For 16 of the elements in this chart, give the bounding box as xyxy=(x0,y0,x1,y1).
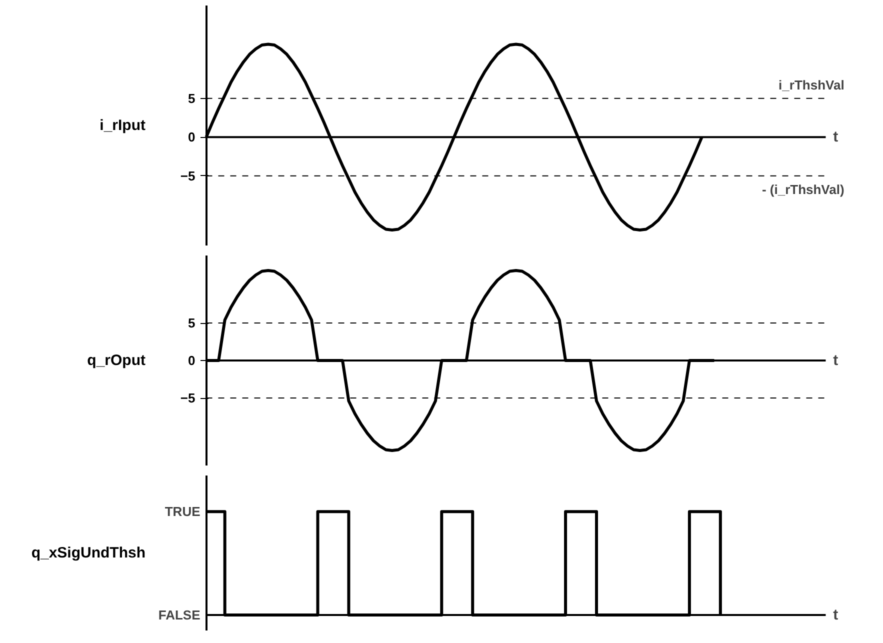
annotation: - (i_rThshVal) xyxy=(762,182,844,197)
y-axis-title: i_rIput xyxy=(100,117,146,134)
y-tick-label: 0 xyxy=(188,130,196,145)
y-tick-label: −5 xyxy=(180,168,196,184)
text: FALSE xyxy=(158,608,201,622)
annotation: i_rThshVal xyxy=(778,77,844,92)
y-tick-label: 0 xyxy=(188,353,196,368)
y-tick-label: −5 xyxy=(180,390,196,406)
x-axis-title: t xyxy=(833,352,838,369)
y-axis-title: q_xSigUndThsh xyxy=(31,544,146,562)
x-axis-title: t xyxy=(833,606,838,624)
text: TRUE xyxy=(164,504,201,520)
y-tick-label: 5 xyxy=(188,90,196,106)
y-tick-label: 5 xyxy=(188,316,196,330)
x-axis-title: t xyxy=(833,128,838,146)
y-axis-title: q_rOput xyxy=(87,352,146,369)
